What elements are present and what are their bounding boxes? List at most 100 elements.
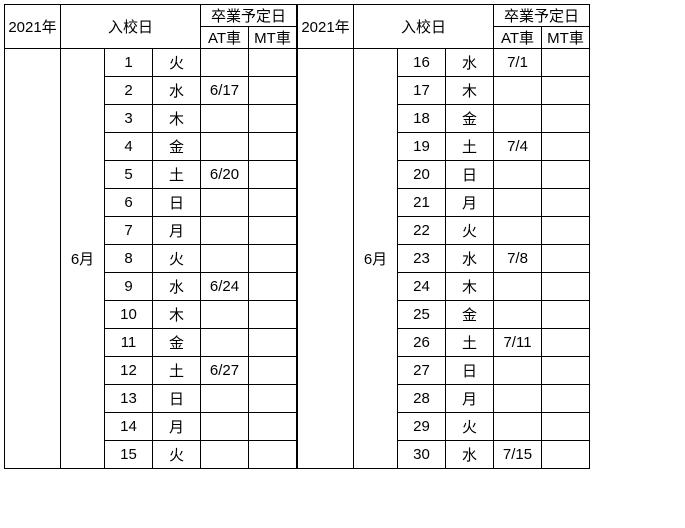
at-cell bbox=[494, 77, 542, 105]
day-cell: 7 bbox=[105, 217, 153, 245]
weekday-cell: 月 bbox=[446, 385, 494, 413]
day-cell: 25 bbox=[398, 301, 446, 329]
weekday-cell: 水 bbox=[153, 273, 201, 301]
month-cell: 6月 bbox=[354, 49, 398, 469]
day-cell: 3 bbox=[105, 105, 153, 133]
day-cell: 13 bbox=[105, 385, 153, 413]
mt-header: MT車 bbox=[249, 27, 297, 49]
at-cell bbox=[201, 245, 249, 273]
day-cell: 19 bbox=[398, 133, 446, 161]
schedule-table-right: 2021年 入校日 卒業予定日 AT車 MT車 6月16水7/117木18金19… bbox=[297, 4, 590, 469]
weekday-cell: 火 bbox=[153, 245, 201, 273]
table-row: 6月1火 bbox=[5, 49, 297, 77]
at-cell bbox=[494, 217, 542, 245]
weekday-cell: 土 bbox=[446, 329, 494, 357]
weekday-cell: 水 bbox=[446, 245, 494, 273]
mt-cell bbox=[542, 441, 590, 469]
at-header: AT車 bbox=[201, 27, 249, 49]
mt-cell bbox=[249, 273, 297, 301]
at-cell: 6/17 bbox=[201, 77, 249, 105]
year-cell bbox=[298, 49, 354, 469]
mt-cell bbox=[542, 385, 590, 413]
weekday-cell: 月 bbox=[153, 413, 201, 441]
weekday-cell: 木 bbox=[153, 301, 201, 329]
month-cell: 6月 bbox=[61, 49, 105, 469]
day-cell: 11 bbox=[105, 329, 153, 357]
mt-cell bbox=[542, 245, 590, 273]
day-cell: 1 bbox=[105, 49, 153, 77]
mt-cell bbox=[542, 413, 590, 441]
mt-cell bbox=[542, 273, 590, 301]
day-cell: 14 bbox=[105, 413, 153, 441]
mt-cell bbox=[249, 49, 297, 77]
weekday-cell: 金 bbox=[153, 133, 201, 161]
day-cell: 30 bbox=[398, 441, 446, 469]
day-cell: 4 bbox=[105, 133, 153, 161]
at-cell bbox=[201, 329, 249, 357]
year-cell bbox=[5, 49, 61, 469]
weekday-cell: 水 bbox=[446, 49, 494, 77]
weekday-cell: 月 bbox=[153, 217, 201, 245]
mt-cell bbox=[542, 105, 590, 133]
mt-cell bbox=[542, 217, 590, 245]
at-cell: 6/20 bbox=[201, 161, 249, 189]
at-header: AT車 bbox=[494, 27, 542, 49]
grad-header: 卒業予定日 bbox=[494, 5, 590, 27]
day-cell: 28 bbox=[398, 385, 446, 413]
at-cell bbox=[201, 413, 249, 441]
at-cell bbox=[494, 273, 542, 301]
at-cell bbox=[201, 105, 249, 133]
weekday-cell: 水 bbox=[153, 77, 201, 105]
mt-cell bbox=[542, 161, 590, 189]
day-cell: 6 bbox=[105, 189, 153, 217]
day-cell: 10 bbox=[105, 301, 153, 329]
year-header: 2021年 bbox=[5, 5, 61, 49]
weekday-cell: 金 bbox=[446, 105, 494, 133]
mt-cell bbox=[542, 189, 590, 217]
at-cell bbox=[494, 105, 542, 133]
at-cell bbox=[494, 301, 542, 329]
mt-cell bbox=[249, 245, 297, 273]
weekday-cell: 水 bbox=[446, 441, 494, 469]
mt-cell bbox=[249, 77, 297, 105]
day-cell: 21 bbox=[398, 189, 446, 217]
at-cell: 7/4 bbox=[494, 133, 542, 161]
at-cell bbox=[201, 441, 249, 469]
tables-wrapper: 2021年 入校日 卒業予定日 AT車 MT車 6月1火2水6/173木4金5土… bbox=[4, 4, 681, 469]
table-row: 6月16水7/1 bbox=[298, 49, 590, 77]
day-cell: 27 bbox=[398, 357, 446, 385]
day-cell: 15 bbox=[105, 441, 153, 469]
mt-cell bbox=[249, 217, 297, 245]
mt-cell bbox=[249, 301, 297, 329]
weekday-cell: 土 bbox=[446, 133, 494, 161]
day-cell: 23 bbox=[398, 245, 446, 273]
mt-cell bbox=[542, 49, 590, 77]
at-cell bbox=[201, 133, 249, 161]
at-cell bbox=[201, 217, 249, 245]
schedule-table-left: 2021年 入校日 卒業予定日 AT車 MT車 6月1火2水6/173木4金5土… bbox=[4, 4, 297, 469]
mt-cell bbox=[249, 189, 297, 217]
entry-header: 入校日 bbox=[61, 5, 201, 49]
mt-cell bbox=[249, 329, 297, 357]
day-cell: 24 bbox=[398, 273, 446, 301]
right-body: 6月16水7/117木18金19土7/420日21月22火23水7/824木25… bbox=[298, 49, 590, 469]
mt-cell bbox=[249, 413, 297, 441]
mt-cell bbox=[542, 357, 590, 385]
mt-cell bbox=[542, 77, 590, 105]
mt-cell bbox=[542, 301, 590, 329]
at-cell bbox=[201, 49, 249, 77]
weekday-cell: 火 bbox=[446, 413, 494, 441]
mt-cell bbox=[249, 385, 297, 413]
year-header: 2021年 bbox=[298, 5, 354, 49]
at-cell: 6/27 bbox=[201, 357, 249, 385]
entry-header: 入校日 bbox=[354, 5, 494, 49]
weekday-cell: 日 bbox=[153, 189, 201, 217]
at-cell bbox=[494, 385, 542, 413]
at-cell: 7/8 bbox=[494, 245, 542, 273]
weekday-cell: 金 bbox=[153, 329, 201, 357]
day-cell: 12 bbox=[105, 357, 153, 385]
at-cell bbox=[494, 189, 542, 217]
mt-cell bbox=[542, 329, 590, 357]
weekday-cell: 土 bbox=[153, 357, 201, 385]
at-cell bbox=[201, 189, 249, 217]
